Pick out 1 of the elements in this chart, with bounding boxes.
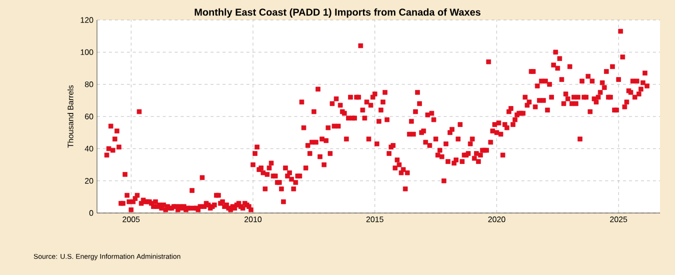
chart-title: Monthly East Coast (PADD 1) Imports from Canada of Waxes [194,8,480,18]
